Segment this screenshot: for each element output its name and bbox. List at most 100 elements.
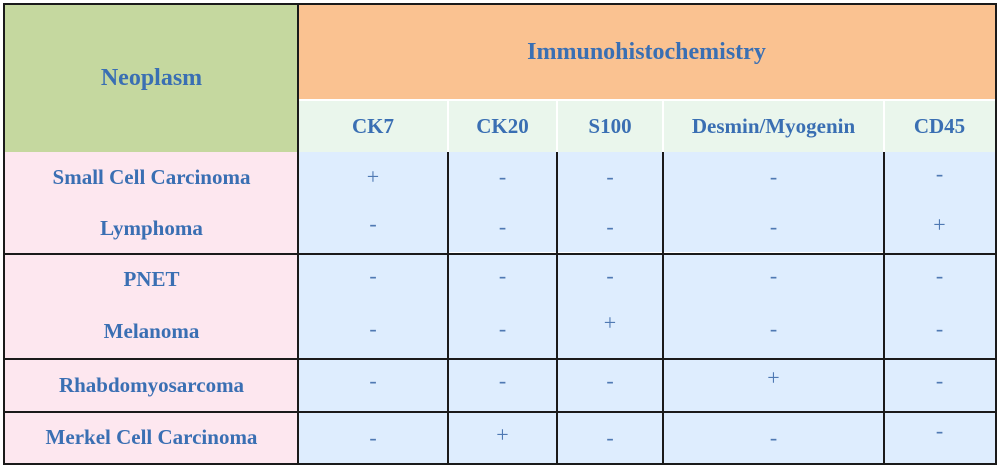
cell-value: - <box>498 263 507 288</box>
cell-rhabdo-s100: - <box>557 359 663 403</box>
cell-fill <box>884 450 995 463</box>
cell-lymphoma-desmin: - <box>663 202 884 252</box>
cell-value: - <box>498 315 507 341</box>
cell-value: - <box>769 214 778 239</box>
cell-fill <box>298 397 995 412</box>
cell-value: + <box>366 164 380 189</box>
cell-value: - <box>498 214 507 239</box>
row-label-rhabdomyosarcoma: Rhabdomyosarcoma <box>5 359 298 412</box>
header-divider <box>662 100 664 152</box>
cell-merkel-ck20: + <box>448 412 557 458</box>
cell-rhabdo-cd45: - <box>884 359 995 403</box>
cell-value: - <box>369 368 377 393</box>
row-label-text: Small Cell Carcinoma <box>52 164 251 189</box>
cell-value: - <box>369 424 377 450</box>
cell-value: - <box>935 368 944 393</box>
immunohistochemistry-header-label: Immunohistochemistry <box>527 39 766 65</box>
row-label-text: Lymphoma <box>100 215 203 240</box>
cell-merkel-s100: - <box>557 412 663 463</box>
cell-value: - <box>769 164 778 189</box>
cell-rhabdo-desmin: + <box>663 359 884 397</box>
cell-value: - <box>498 164 507 189</box>
row-label-lymphoma: Lymphoma <box>5 202 298 254</box>
header-divider <box>298 99 995 101</box>
marker-label: S100 <box>588 113 632 138</box>
header-divider <box>883 100 885 152</box>
grid-line <box>447 152 449 463</box>
cell-pnet-desmin: - <box>663 254 884 298</box>
cell-value: + <box>767 365 780 390</box>
cell-small-cell-s100: - <box>557 152 663 202</box>
row-label-small-cell-carcinoma: Small Cell Carcinoma <box>5 152 298 202</box>
header-divider <box>447 100 449 152</box>
header-divider <box>556 100 558 152</box>
cell-lymphoma-ck20: - <box>448 202 557 252</box>
cell-value: - <box>606 263 614 288</box>
row-label-merkel-cell-carcinoma: Merkel Cell Carcinoma <box>5 412 298 463</box>
cell-melanoma-desmin: - <box>663 298 884 359</box>
cell-value: - <box>606 214 614 239</box>
row-label-text: Merkel Cell Carcinoma <box>45 425 258 449</box>
cell-rhabdo-ck20: - <box>448 359 557 403</box>
grid-line <box>5 358 995 360</box>
immunohistochemistry-header: Immunohistochemistry <box>298 5 995 100</box>
marker-header-desmin-myogenin: Desmin/Myogenin <box>663 100 884 152</box>
marker-label: Desmin/Myogenin <box>691 113 856 138</box>
cell-lymphoma-cd45: + <box>884 196 995 254</box>
cell-small-cell-ck20: - <box>448 152 557 202</box>
grid-line <box>662 152 664 463</box>
grid-line <box>556 152 558 463</box>
cell-melanoma-ck20: - <box>448 298 557 359</box>
cell-merkel-ck7: - <box>298 412 448 463</box>
row-label-pnet: PNET <box>5 254 298 304</box>
grid-line <box>5 411 995 413</box>
neoplasm-header-label: Neoplasm <box>100 65 203 91</box>
cell-rhabdo-ck7: - <box>298 359 448 403</box>
cell-value: - <box>606 424 614 450</box>
marker-label: CK7 <box>352 113 394 138</box>
cell-value: + <box>933 212 946 237</box>
cell-value: - <box>369 315 377 341</box>
cell-lymphoma-ck7: - <box>298 202 448 246</box>
cell-value: - <box>769 315 778 341</box>
marker-header-ck7: CK7 <box>298 100 448 152</box>
cell-value: - <box>769 424 778 450</box>
marker-label: CK20 <box>476 113 529 138</box>
cell-value: - <box>606 368 614 393</box>
neoplasm-header: Neoplasm <box>5 5 298 152</box>
cell-value: - <box>369 211 377 236</box>
row-label-text: PNET <box>123 266 180 291</box>
cell-lymphoma-s100: - <box>557 202 663 252</box>
cell-value: + <box>496 422 509 447</box>
marker-header-cd45: CD45 <box>884 100 995 152</box>
cell-value: - <box>606 164 614 189</box>
cell-value: - <box>369 263 377 288</box>
cell-value: + <box>603 310 617 335</box>
cell-pnet-ck7: - <box>298 254 448 298</box>
cell-pnet-ck20: - <box>448 254 557 298</box>
grid-line <box>297 5 299 463</box>
cell-value: - <box>935 161 944 186</box>
cell-pnet-cd45: - <box>884 254 995 298</box>
cell-value: - <box>935 315 944 341</box>
cell-value: - <box>769 263 778 288</box>
grid-line <box>883 152 885 463</box>
cell-small-cell-ck7: + <box>298 152 448 202</box>
cell-value: - <box>935 418 944 443</box>
marker-header-s100: S100 <box>557 100 663 152</box>
cell-fill <box>557 348 663 359</box>
cell-merkel-cd45: - <box>884 412 995 450</box>
immunohistochemistry-table: Neoplasm Immunohistochemistry CK7 CK20 S… <box>3 3 997 465</box>
cell-small-cell-cd45: - <box>884 152 995 196</box>
cell-value: - <box>498 368 507 393</box>
marker-header-ck20: CK20 <box>448 100 557 152</box>
cell-melanoma-cd45: - <box>884 298 995 359</box>
row-label-melanoma: Melanoma <box>5 304 298 359</box>
cell-merkel-desmin: - <box>663 412 884 463</box>
row-label-text: Melanoma <box>103 319 200 343</box>
grid-line <box>5 253 995 255</box>
cell-value: - <box>935 263 944 288</box>
cell-fill <box>298 246 448 254</box>
cell-melanoma-ck7: - <box>298 298 448 359</box>
cell-small-cell-desmin: - <box>663 152 884 202</box>
